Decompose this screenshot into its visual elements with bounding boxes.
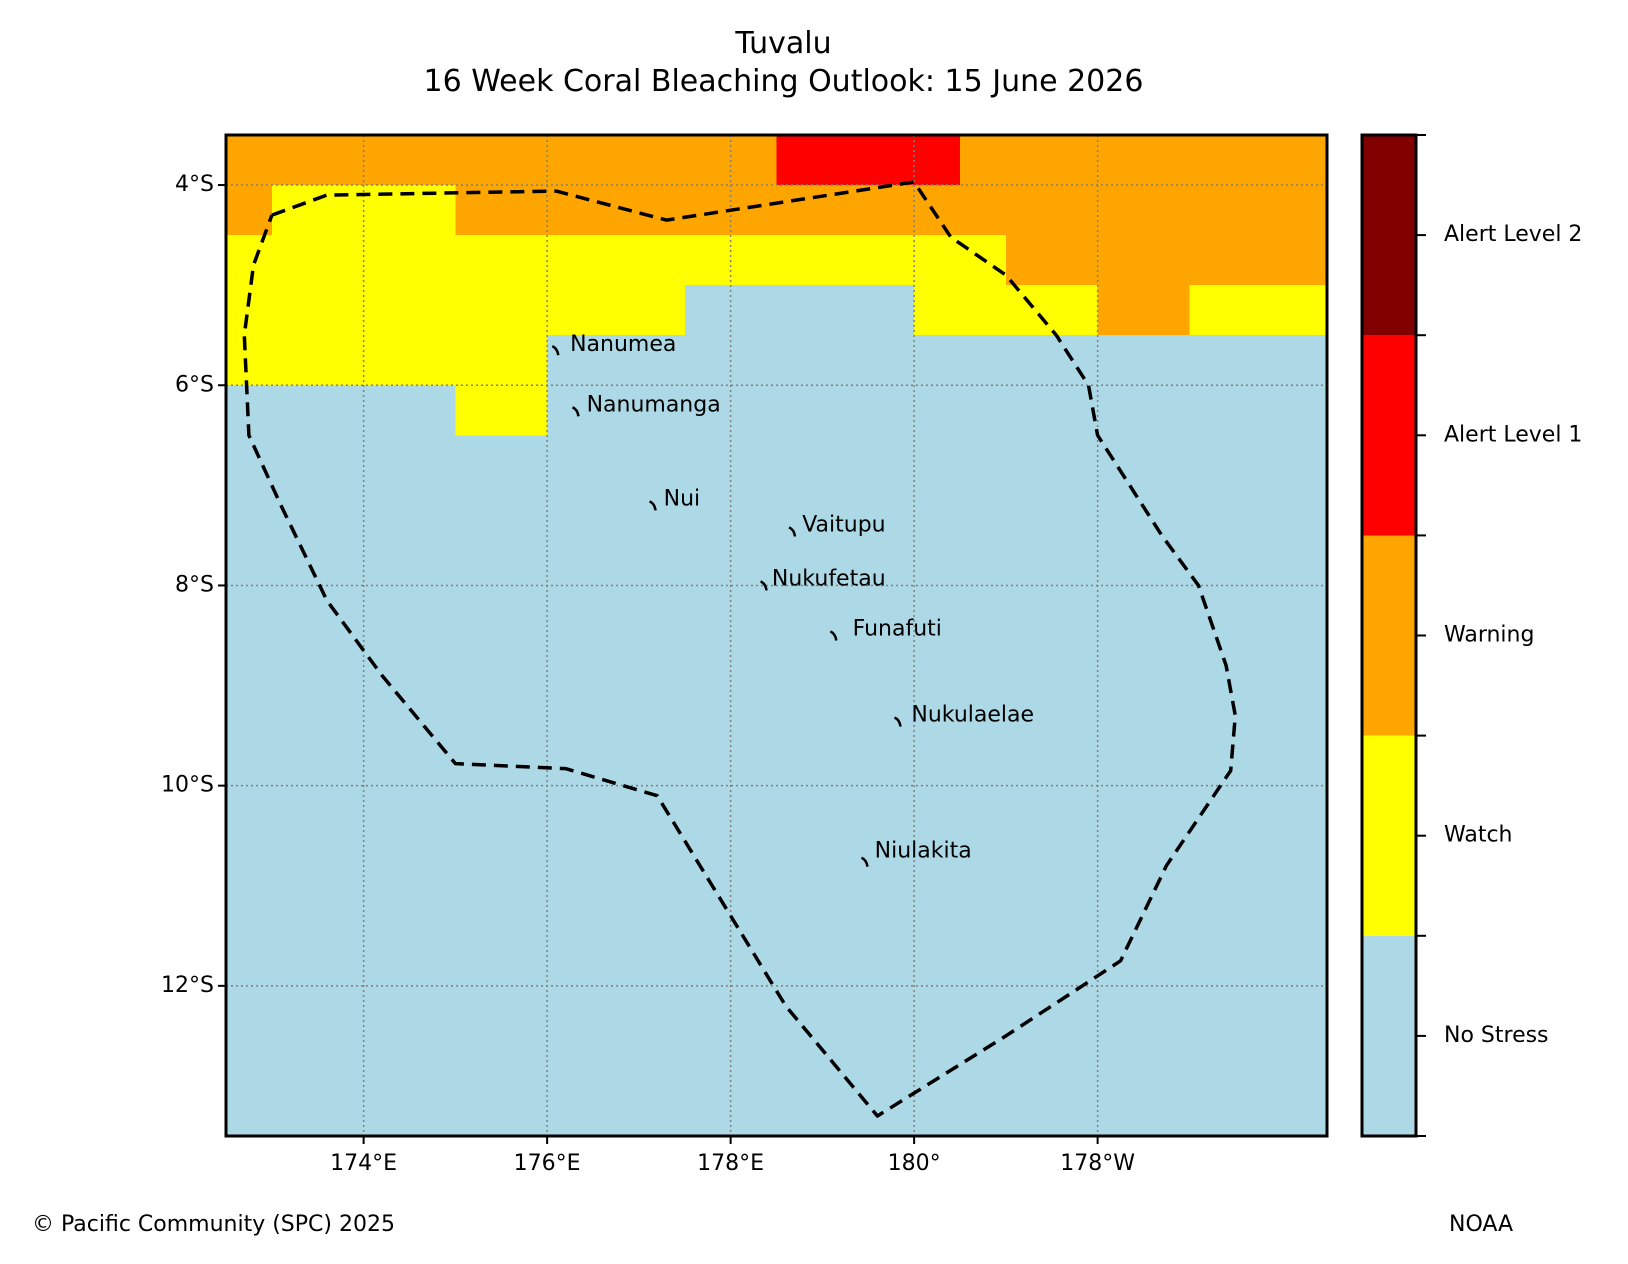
colorbar-label: No Stress — [1444, 1023, 1549, 1048]
stress-cell — [271, 135, 777, 186]
colorbar-segment — [1362, 535, 1416, 736]
island-shape — [649, 500, 657, 511]
island-shape — [760, 580, 768, 591]
gridlines — [226, 135, 1327, 1136]
map-frame — [224, 133, 1329, 1138]
island-label: Nanumea — [570, 332, 676, 357]
map-subtitle: 16 Week Coral Bleaching Outlook: 15 June… — [423, 64, 1144, 99]
island-shape — [788, 526, 797, 537]
stress-cell — [226, 135, 272, 236]
colorbar-frame — [1360, 133, 1418, 1138]
stress-cell — [455, 385, 548, 436]
island-label: Vaitupu — [802, 512, 885, 537]
copyright-credit: © Pacific Community (SPC) 2025 — [32, 1212, 395, 1237]
lon-tick-label: 176°E — [514, 1151, 581, 1176]
colorbar-segment — [1362, 935, 1416, 1136]
stress-cell — [1005, 285, 1098, 336]
island-shape — [551, 345, 560, 356]
island-label: Nui — [664, 486, 701, 511]
colorbar-label: Alert Level 2 — [1444, 222, 1582, 247]
colorbar-label: Alert Level 1 — [1444, 422, 1582, 447]
stress-cell — [547, 235, 685, 336]
island-label: Nukufetau — [772, 566, 886, 591]
stress-cell — [914, 235, 1006, 336]
lat-tick-label: 4°S — [175, 172, 214, 197]
lon-tick-label: 178°W — [1060, 1151, 1135, 1176]
island-label: Funafuti — [853, 616, 942, 641]
lat-tick-label: 12°S — [161, 973, 214, 998]
island-shape — [860, 856, 869, 867]
stress-cell — [1005, 235, 1327, 286]
lon-tick-label: 180° — [888, 1151, 941, 1176]
stress-cell — [1097, 285, 1190, 336]
stress-cell — [226, 235, 548, 386]
island-shape — [829, 630, 838, 641]
colorbar-label: Warning — [1444, 623, 1534, 648]
lat-tick-label: 10°S — [161, 773, 214, 798]
stress-cells — [226, 135, 1327, 1136]
data-source: NOAA — [1449, 1212, 1514, 1237]
colorbar-segment — [1362, 335, 1416, 536]
stress-cell — [1189, 285, 1327, 336]
lat-tick-label: 6°S — [175, 372, 214, 397]
island-label: Nanumanga — [587, 392, 721, 417]
island-label: Nukulaelae — [911, 703, 1034, 728]
colorbar: No Stress Watch Warning Alert Level 1 Alert … — [1360, 133, 1582, 1138]
colorbar-label: Watch — [1444, 823, 1513, 848]
eez-boundary-line — [242, 180, 1238, 1118]
lon-tick-label: 178°E — [697, 1151, 764, 1176]
stress-cell — [684, 235, 915, 286]
stress-cell — [776, 135, 960, 186]
eez-boundary — [242, 180, 1238, 1118]
colorbar-segment — [1362, 735, 1416, 936]
islands: Nanumea Nanumanga Nui Vaitupu Nukufetau Funaf… — [551, 332, 1034, 867]
axis-ticks: 4°S 6°S 8°S 10°S 12°S 174°E 176°E 178°E 180° 178°… — [161, 172, 1135, 1176]
island-shape — [571, 406, 580, 417]
island-label: Niulakita — [875, 839, 972, 864]
lat-tick-label: 8°S — [175, 572, 214, 597]
lon-tick-label: 174°E — [330, 1151, 397, 1176]
map-title: Tuvalu — [735, 26, 832, 61]
stress-cell — [914, 185, 1327, 236]
colorbar-segment — [1362, 135, 1416, 336]
island-shape — [893, 716, 902, 727]
stress-cell — [960, 135, 1327, 186]
